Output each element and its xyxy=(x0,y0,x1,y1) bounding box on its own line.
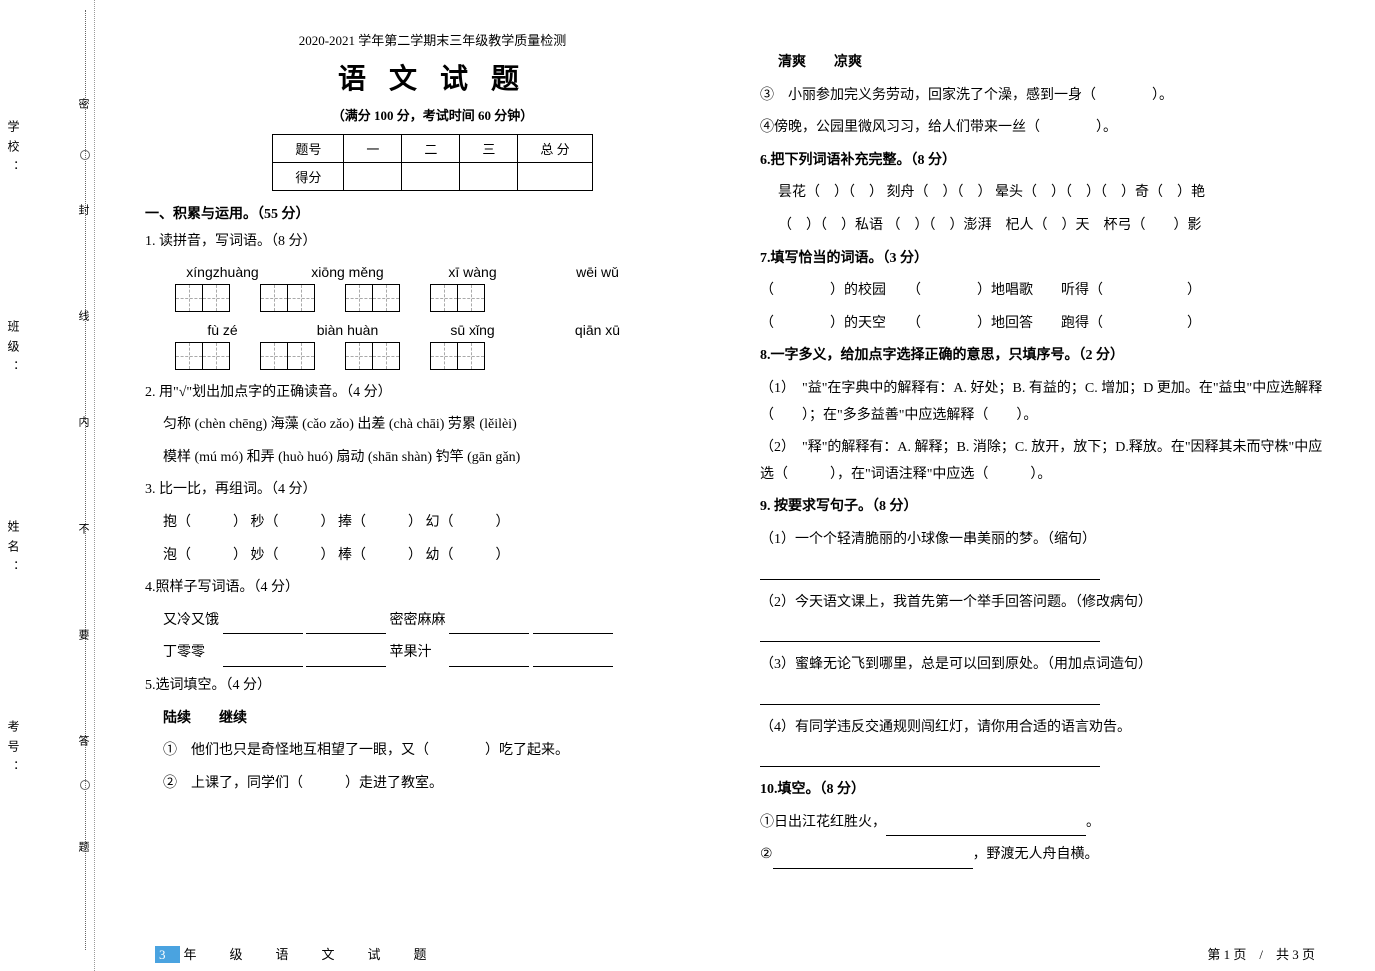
label-examno: 考号： xyxy=(5,720,22,780)
q8-item2: （2） "释"的解释有：A. 解释；B. 消除；C. 放开，放下；D.释放。在"… xyxy=(760,435,1335,488)
page-footer: 3年 级 语 文 试 题 第 1 页 / 共 3 页 xyxy=(95,944,1375,963)
q10-line1: ①日出江花红胜火，。 xyxy=(760,810,1335,837)
exam-subtitle: （满分 100 分，考试时间 60 分钟） xyxy=(145,105,720,124)
page-content: 2020-2021 学年第二学期末三年级教学质量检测 语 文 试 题 （满分 1… xyxy=(95,0,1375,971)
label-class: 班级： xyxy=(5,320,22,380)
label-name: 姓名： xyxy=(5,520,22,580)
q4-stem: 4.照样子写词语。（4 分） xyxy=(145,575,720,602)
q8-item1: （1） "益"在字典中的解释有：A. 好处；B. 有益的；C. 增加；D 更加。… xyxy=(760,376,1335,429)
answer-line xyxy=(760,622,1100,642)
student-info-labels: 学校： 班级： 姓名： 考号： xyxy=(5,50,22,850)
q3-stem: 3. 比一比，再组词。（4 分） xyxy=(145,477,720,504)
q3-line1: 抱（ ） 秒（ ） 捧（ ） 幻（ ） xyxy=(145,510,720,537)
q6-stem: 6.把下列词语补充完整。（8 分） xyxy=(760,148,1335,175)
tianzige-row xyxy=(175,284,720,312)
q2-line2: 模样 (mú mó) 和弄 (huò huó) 扇动 (shān shàn) 钓… xyxy=(145,445,720,472)
q2-line1: 匀称 (chèn chēng) 海藻 (cǎo zǎo) 出差 (chà chā… xyxy=(145,412,720,439)
score-table: 题号 一 二 三 总 分 得分 xyxy=(272,134,592,191)
q5-pair1: 陆续 继续 xyxy=(145,706,720,733)
answer-line xyxy=(760,747,1100,767)
seal-text: 密 封 线 内 不 要 答 题 xyxy=(75,50,91,900)
q6-line2: （ ）（ ）私语 （ ）（ ）澎湃 杞人（ ）天 杯弓（ ）影 xyxy=(760,213,1335,240)
q10-stem: 10.填空。（8 分） xyxy=(760,777,1335,804)
label-school: 学校： xyxy=(5,120,22,180)
right-column: 清爽 凉爽 ③ 小丽参加完义务劳动，回家洗了个澡，感到一身（ ）。 ④傍晚，公园… xyxy=(740,30,1355,961)
q7-stem: 7.填写恰当的词语。（3 分） xyxy=(760,246,1335,273)
q9-stem: 9. 按要求写句子。（8 分） xyxy=(760,494,1335,521)
pinyin-row: xíngzhuàng xiōng měng xī wàng wēi wǔ xyxy=(175,264,720,280)
tianzige-row xyxy=(175,342,720,370)
q7-line1: （ ）的校园 （ ）地唱歌 听得（ ） xyxy=(760,278,1335,305)
answer-line xyxy=(760,685,1100,705)
q8-stem: 8.一字多义，给加点字选择正确的意思，只填序号。（2 分） xyxy=(760,343,1335,370)
table-row: 题号 一 二 三 总 分 xyxy=(273,135,592,163)
pinyin-row: fù zé biàn huàn sū xǐng qiān xū xyxy=(175,322,720,338)
q1-stem: 1. 读拼音，写词语。（8 分） xyxy=(145,229,720,256)
section-title: 一、积累与运用。（55 分） xyxy=(145,203,720,223)
q2-stem: 2. 用"√"划出加点字的正确读音。（4 分） xyxy=(145,380,720,407)
q7-line2: （ ）的天空 （ ）地回答 跑得（ ） xyxy=(760,311,1335,338)
q4-line1: 又冷又饿 密密麻麻 xyxy=(145,608,720,635)
q6-line1: 昙花（ ）（ ） 刻舟（ ）（ ） 晕头（ ）（ ）（ ）奇（ ）艳 xyxy=(760,180,1335,207)
q9-s3: （3）蜜蜂无论飞到哪里，总是可以回到原处。（用加点词造句） xyxy=(760,652,1335,679)
q9-s1: （1）一个个轻清脆丽的小球像一串美丽的梦。（缩句） xyxy=(760,527,1335,554)
q9-s2: （2）今天语文课上，我首先第一个举手回答问题。（修改病句） xyxy=(760,590,1335,617)
binding-margin: 学校： 班级： 姓名： 考号： 密 封 线 内 不 要 答 题 xyxy=(0,0,95,971)
exam-header: 2020-2021 学年第二学期末三年级教学质量检测 xyxy=(145,30,720,49)
q5-item2: ② 上课了，同学们（ ）走进了教室。 xyxy=(145,771,720,798)
footer-left: 3年 级 语 文 试 题 xyxy=(155,944,437,963)
q3-line2: 泡（ ） 妙（ ） 棒（ ） 幼（ ） xyxy=(145,543,720,570)
q5-item4: ④傍晚，公园里微风习习，给人们带来一丝（ ）。 xyxy=(760,115,1335,142)
q5-item3: ③ 小丽参加完义务劳动，回家洗了个澡，感到一身（ ）。 xyxy=(760,83,1335,110)
answer-line xyxy=(760,560,1100,580)
q4-line2: 丁零零 苹果汁 xyxy=(145,640,720,667)
footer-right: 第 1 页 / 共 3 页 xyxy=(1207,944,1315,963)
table-row: 得分 xyxy=(273,163,592,191)
q9-s4: （4）有同学违反交通规则闯红灯，请你用合适的语言劝告。 xyxy=(760,715,1335,742)
exam-title: 语 文 试 题 xyxy=(145,57,720,97)
q10-line2: ②，野渡无人舟自横。 xyxy=(760,842,1335,869)
left-column: 2020-2021 学年第二学期末三年级教学质量检测 语 文 试 题 （满分 1… xyxy=(125,30,740,961)
q5-item1: ① 他们也只是奇怪地互相望了一眼，又（ ）吃了起来。 xyxy=(145,738,720,765)
q5-pair2: 清爽 凉爽 xyxy=(760,50,1335,77)
q5-stem: 5.选词填空。（4 分） xyxy=(145,673,720,700)
